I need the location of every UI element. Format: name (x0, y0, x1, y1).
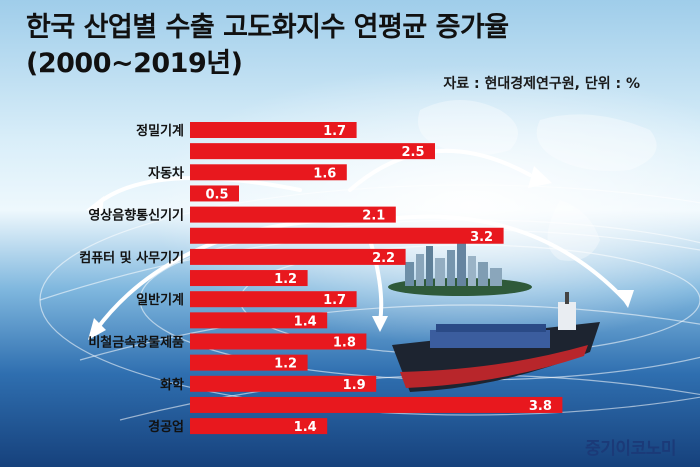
bar-value-label-4: 2.1 (362, 209, 385, 224)
bar-value-label-2: 1.6 (313, 166, 336, 181)
chart-title: 한국 산업별 수출 고도화지수 연평균 증가율 (2000~2019년) (26, 10, 666, 82)
category-label-2: 자동차 (148, 165, 184, 181)
bar-3 (190, 185, 239, 202)
world-map-decoration (418, 100, 657, 261)
bar-0 (190, 122, 357, 138)
chart-title-line1: 한국 산업별 수출 고도화지수 연평균 증가율 (26, 12, 509, 43)
bar-value-label-10: 1.8 (333, 336, 356, 351)
category-label-4: 영상음향통신기기 (88, 208, 184, 224)
bar-8 (190, 291, 357, 308)
category-label-0: 정밀기계 (136, 123, 184, 139)
bar-value-label-9: 1.4 (294, 314, 317, 329)
brand-logo: 중기이코노미 (585, 439, 676, 459)
bar-10 (190, 333, 367, 350)
bar-value-label-14: 1.4 (294, 420, 317, 435)
bar-value-label-12: 1.9 (343, 378, 366, 393)
bar-value-label-6: 2.2 (372, 251, 395, 266)
bar-9 (190, 312, 328, 329)
category-label-8: 일반기계 (136, 292, 184, 308)
bar-value-label-11: 1.2 (274, 357, 297, 372)
bar-value-label-5: 3.2 (470, 230, 493, 245)
bar-14 (190, 418, 328, 435)
chart-title-line2: (2000~2019년) (26, 48, 243, 79)
bar-value-label-8: 1.7 (323, 293, 346, 308)
bar-4 (190, 206, 396, 223)
bar-value-label-7: 1.2 (274, 272, 297, 287)
category-label-10: 비철금속광물제품 (88, 335, 184, 351)
bar-13 (190, 396, 563, 413)
bar-5 (190, 227, 504, 244)
bar-value-label-1: 2.5 (401, 145, 424, 160)
category-label-12: 화학 (160, 377, 184, 393)
bar-11 (190, 354, 308, 371)
container-ship-decoration (392, 292, 600, 392)
bar-7 (190, 270, 308, 287)
city-skyline-decoration (388, 240, 532, 296)
bar-value-label-3: 0.5 (205, 187, 228, 202)
bar-2 (190, 164, 347, 181)
bar-6 (190, 248, 406, 265)
bar-value-label-0: 1.7 (323, 124, 346, 139)
bar-value-label-13: 3.8 (529, 399, 552, 414)
bar-12 (190, 375, 377, 392)
bar-1 (190, 143, 435, 160)
arrow-heads-decoration (86, 166, 634, 340)
category-label-6: 컴퓨터 및 사무기기 (79, 250, 184, 266)
category-label-14: 경공업 (148, 419, 184, 435)
source-note: 자료 : 현대경제연구원, 단위 : % (443, 76, 640, 92)
